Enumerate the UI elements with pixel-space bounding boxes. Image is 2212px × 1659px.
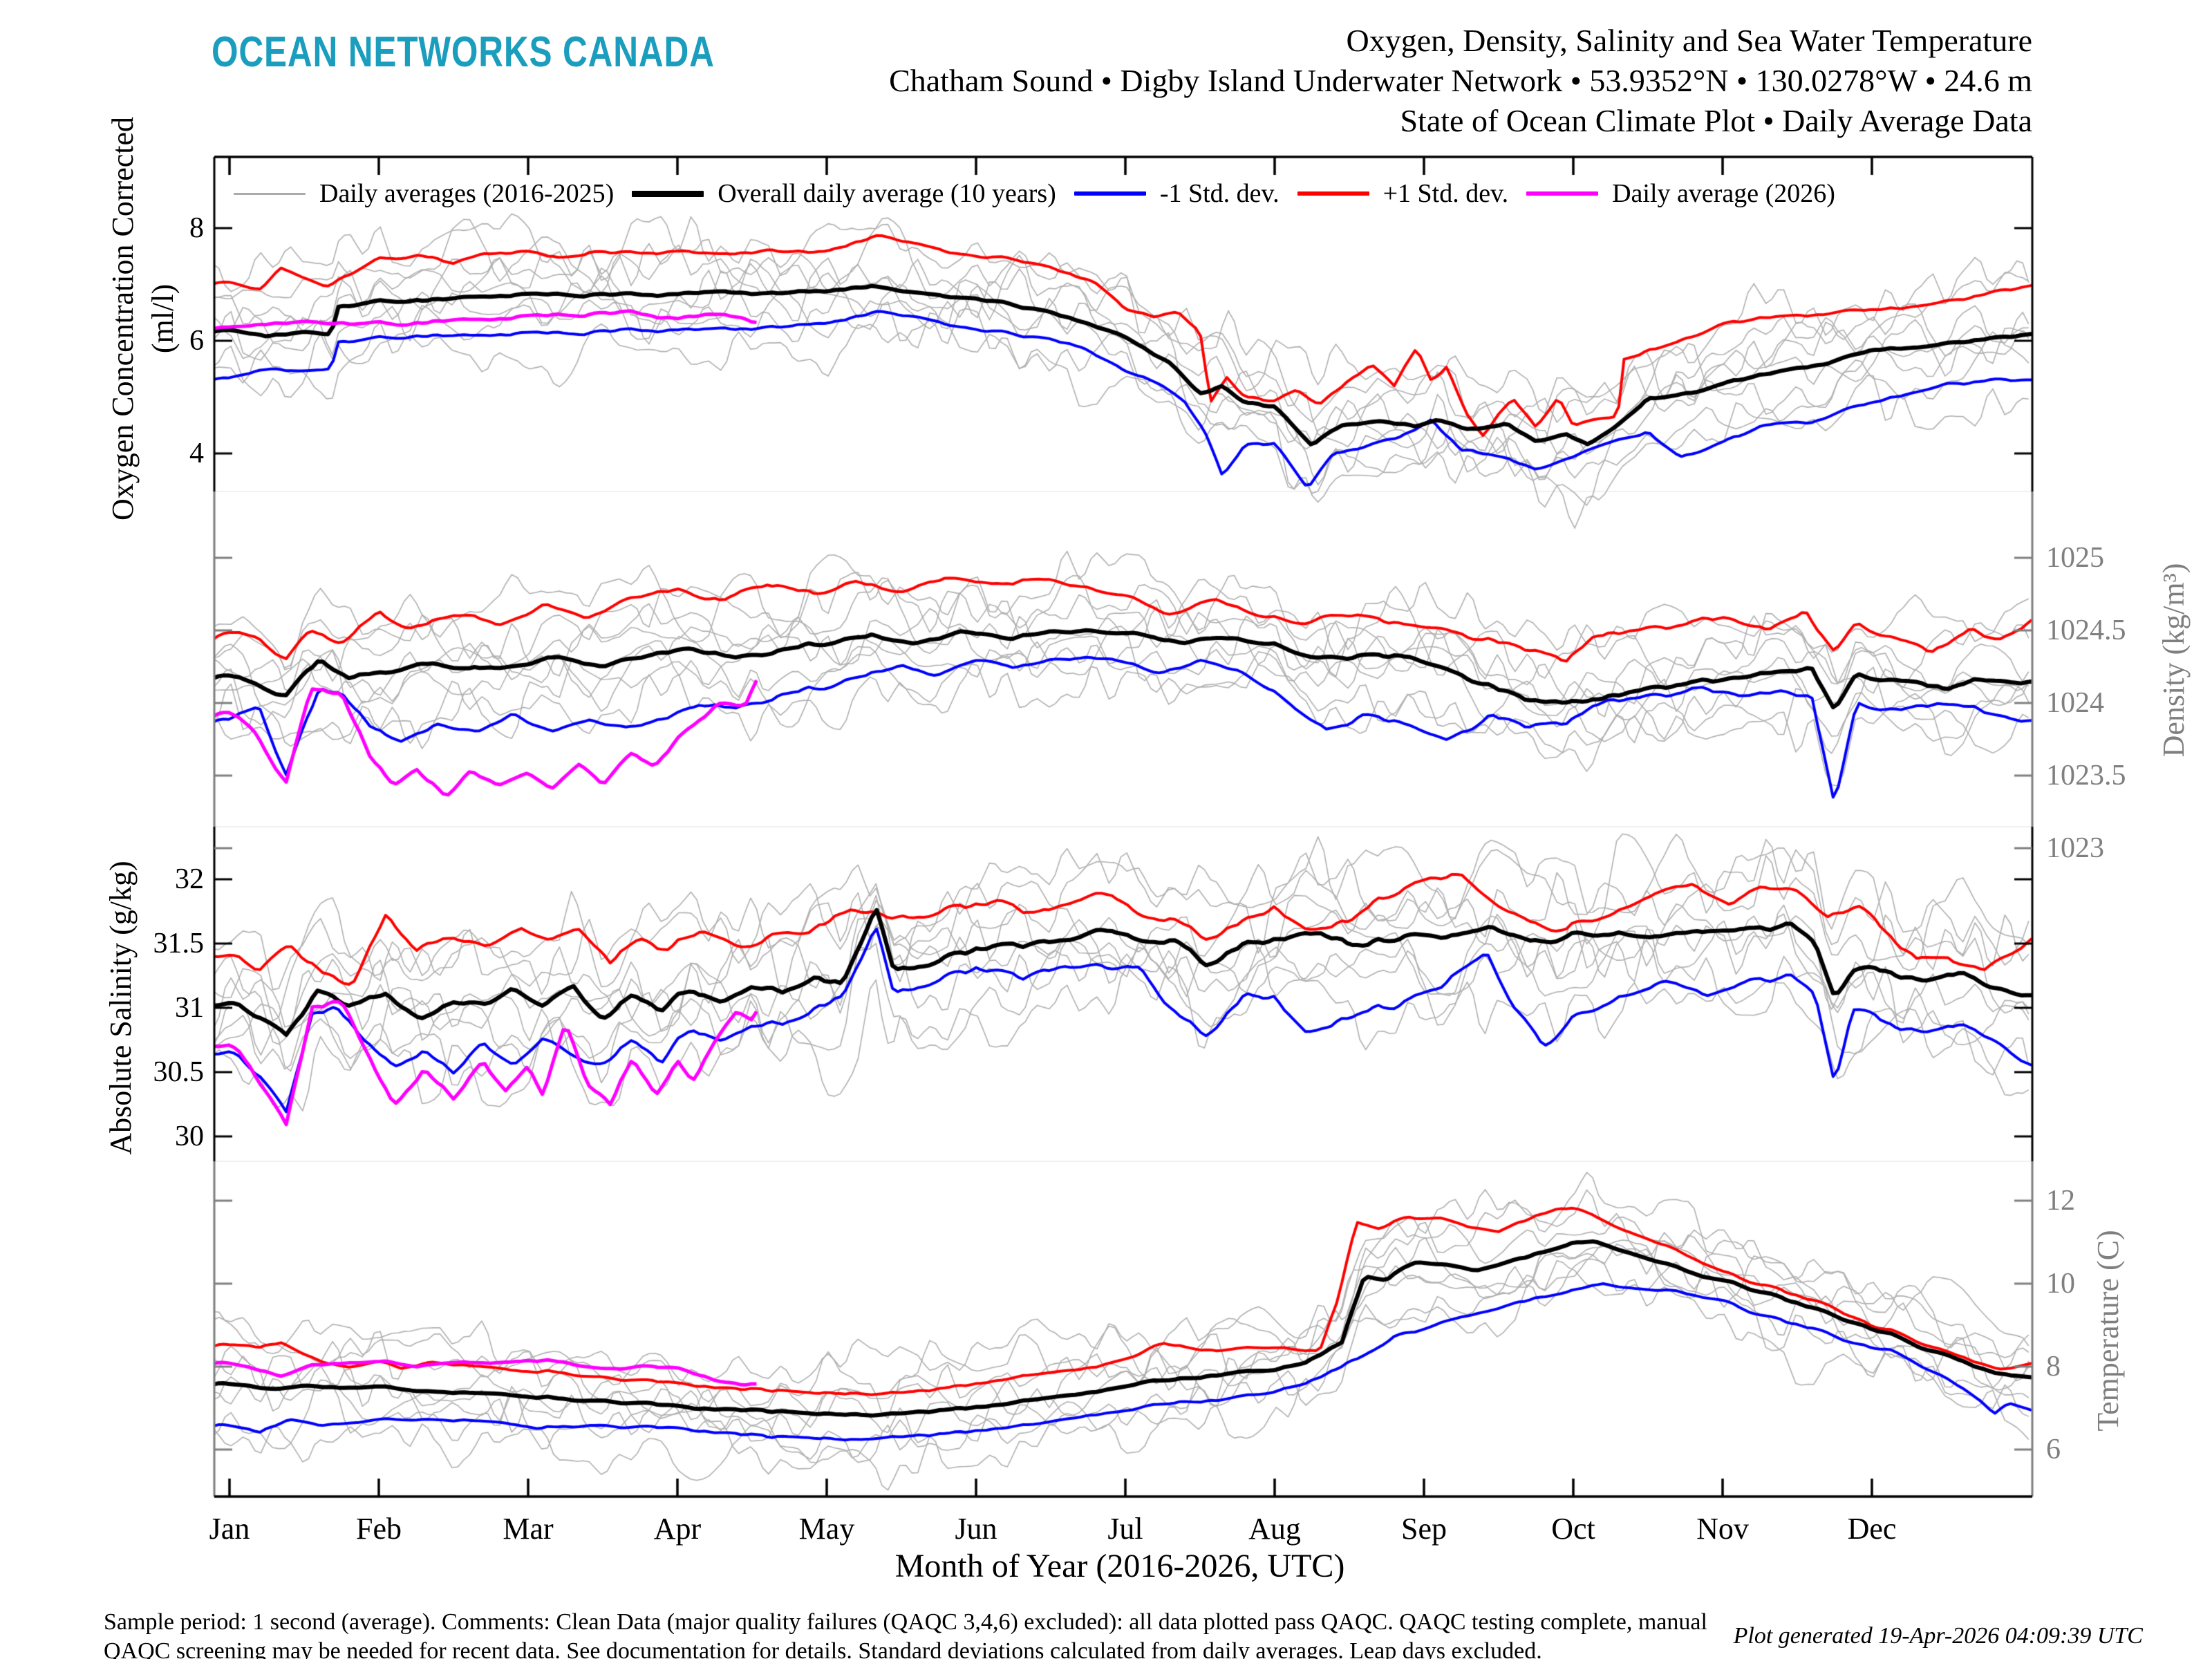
y-tick-label-density-1023.5: 1023.5	[2046, 760, 2126, 791]
footer-caption: Sample period: 1 second (average). Comme…	[104, 1608, 1707, 1659]
caption-line-2: QAQC screening may be needed for recent …	[104, 1638, 1542, 1659]
y-tick-label-density-1023: 1023	[2046, 832, 2104, 864]
month-tick-label-sep: Sep	[1401, 1512, 1447, 1546]
y-tick-label-salinity-32: 32	[175, 863, 204, 895]
legend-item-overall-average: Overall daily average (10 years)	[632, 178, 1056, 209]
legend-swatch-gray-line	[234, 192, 306, 195]
chart-title-line-2: Chatham Sound • Digby Island Underwater …	[889, 63, 2032, 98]
month-tick-label-feb: Feb	[356, 1512, 402, 1546]
legend-swatch-red-line	[1297, 191, 1369, 196]
legend: Daily averages (2016-2025) Overall daily…	[234, 178, 1835, 209]
y-tick-label-density-1025: 1025	[2046, 542, 2104, 574]
y-tick-label-density-1024: 1024	[2046, 687, 2104, 719]
legend-label-overall-average: Overall daily average (10 years)	[718, 179, 1056, 208]
chart-title-block: Oxygen, Density, Salinity and Sea Water …	[889, 21, 2032, 141]
month-tick-label-may: May	[798, 1512, 855, 1546]
chart-title-line-1: Oxygen, Density, Salinity and Sea Water …	[1346, 23, 2032, 58]
y-tick-label-density-1024.5: 1024.5	[2046, 615, 2126, 646]
month-tick-label-jul: Jul	[1107, 1512, 1143, 1546]
month-tick-label-jan: Jan	[209, 1512, 250, 1546]
legend-swatch-blue-line	[1074, 191, 1146, 196]
y-tick-label-salinity-31.5: 31.5	[153, 928, 205, 959]
x-axis-label: Month of Year (2016-2026, UTC)	[894, 1548, 1345, 1584]
y-tick-label-oxygen-8: 8	[189, 212, 204, 244]
legend-swatch-black-line	[632, 190, 704, 197]
y-tick-label-oxygen-4: 4	[189, 438, 204, 469]
y-axis-label-temperature: Temperature (C)	[2091, 1230, 2125, 1432]
y-tick-label-salinity-30: 30	[175, 1121, 204, 1152]
month-tick-label-mar: Mar	[503, 1512, 554, 1546]
month-tick-label-oct: Oct	[1551, 1512, 1595, 1546]
legend-item-daily-average-2026: Daily average (2026)	[1526, 178, 1835, 209]
y-tick-label-salinity-30.5: 30.5	[153, 1056, 205, 1088]
y-axis-label-density: Density (kg/m³)	[2157, 563, 2191, 758]
y-tick-label-temperature-12: 12	[2046, 1185, 2075, 1217]
month-tick-label-aug: Aug	[1248, 1512, 1301, 1546]
y-tick-label-temperature-6: 6	[2046, 1434, 2061, 1465]
month-tick-label-jun: Jun	[955, 1512, 997, 1546]
legend-swatch-magenta-line	[1526, 191, 1599, 196]
y-tick-label-temperature-10: 10	[2046, 1268, 2075, 1300]
legend-label-daily-average-2026: Daily average (2026)	[1612, 179, 1835, 208]
onc-logo: OCEAN NETWORKS CANADA	[212, 28, 715, 76]
legend-item-minus-std: -1 Std. dev.	[1074, 178, 1280, 209]
plot-generated-timestamp: Plot generated 19-Apr-2026 04:09:39 UTC	[1733, 1623, 2143, 1649]
y-tick-label-oxygen-6: 6	[189, 325, 204, 357]
legend-item-plus-std: +1 Std. dev.	[1297, 178, 1509, 209]
y-tick-label-temperature-8: 8	[2046, 1351, 2061, 1382]
legend-label-minus-std: -1 Std. dev.	[1159, 179, 1280, 208]
legend-item-daily-averages: Daily averages (2016-2025)	[234, 178, 614, 209]
legend-label-plus-std: +1 Std. dev.	[1382, 179, 1509, 208]
legend-label-daily-averages: Daily averages (2016-2025)	[319, 179, 615, 208]
month-tick-label-nov: Nov	[1696, 1512, 1749, 1546]
month-tick-label-apr: Apr	[653, 1512, 702, 1546]
caption-line-1: Sample period: 1 second (average). Comme…	[104, 1609, 1707, 1635]
chart-title-line-3: State of Ocean Climate Plot • Daily Aver…	[1400, 103, 2032, 138]
month-tick-label-dec: Dec	[1847, 1512, 1897, 1546]
y-tick-label-salinity-31: 31	[175, 992, 204, 1024]
